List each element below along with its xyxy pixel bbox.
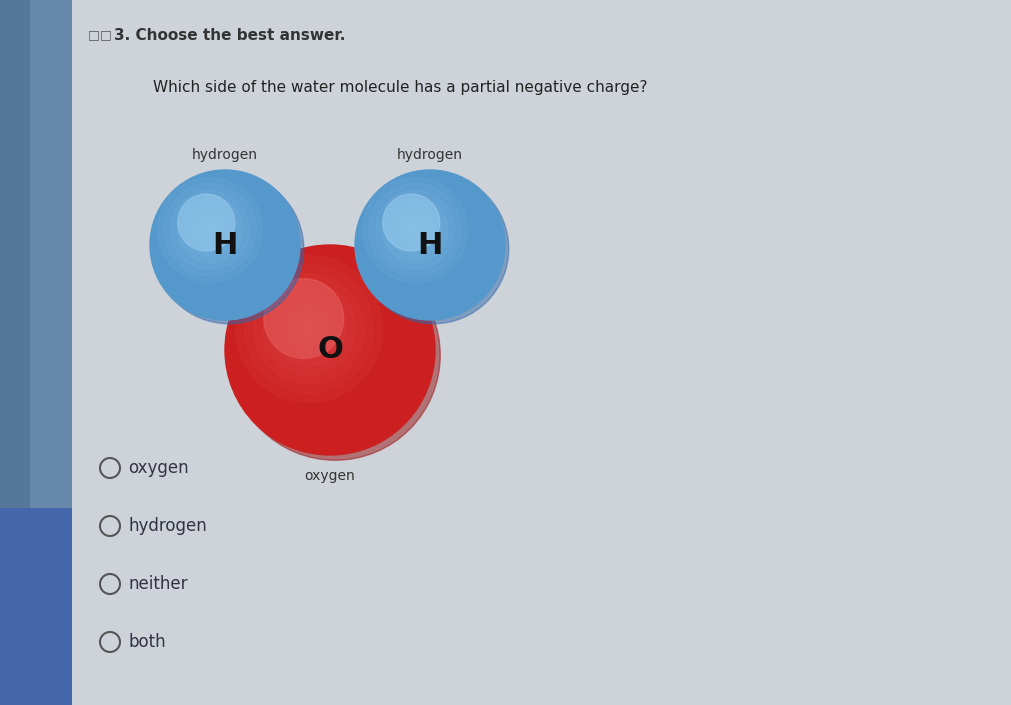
- Circle shape: [272, 293, 346, 366]
- Circle shape: [158, 178, 263, 283]
- Circle shape: [231, 250, 440, 460]
- Circle shape: [177, 197, 243, 263]
- Text: hydrogen: hydrogen: [192, 148, 258, 162]
- Circle shape: [150, 170, 300, 320]
- Text: O: O: [317, 336, 343, 364]
- Circle shape: [355, 170, 506, 320]
- Text: H: H: [418, 231, 443, 259]
- Text: oxygen: oxygen: [128, 459, 189, 477]
- Text: both: both: [128, 633, 166, 651]
- Text: Which side of the water molecule has a partial negative charge?: Which side of the water molecule has a p…: [153, 80, 647, 95]
- Circle shape: [263, 283, 355, 375]
- Circle shape: [408, 223, 422, 237]
- Circle shape: [236, 255, 382, 403]
- Circle shape: [164, 184, 256, 276]
- Text: □: □: [100, 28, 112, 41]
- Text: □: □: [88, 28, 100, 41]
- Text: 3. Choose the best answer.: 3. Choose the best answer.: [114, 28, 346, 43]
- Circle shape: [254, 274, 364, 384]
- Circle shape: [402, 217, 428, 243]
- Text: hydrogen: hydrogen: [128, 517, 207, 535]
- Circle shape: [184, 204, 237, 256]
- Bar: [0, 0, 30, 705]
- Circle shape: [363, 178, 467, 283]
- Circle shape: [225, 245, 435, 455]
- Text: hydrogen: hydrogen: [397, 148, 463, 162]
- Bar: [0, 508, 72, 705]
- Circle shape: [389, 204, 441, 256]
- Circle shape: [383, 194, 440, 251]
- Circle shape: [171, 190, 250, 269]
- Circle shape: [290, 311, 328, 348]
- Text: neither: neither: [128, 575, 187, 593]
- Circle shape: [203, 223, 216, 237]
- Circle shape: [376, 190, 454, 269]
- Circle shape: [264, 278, 344, 358]
- Circle shape: [395, 210, 435, 250]
- Text: oxygen: oxygen: [304, 469, 356, 483]
- Bar: [0, 0, 72, 705]
- Circle shape: [382, 197, 448, 263]
- Circle shape: [245, 264, 373, 393]
- Circle shape: [369, 184, 461, 276]
- Circle shape: [154, 173, 303, 324]
- Circle shape: [178, 194, 235, 251]
- Circle shape: [190, 210, 229, 250]
- Circle shape: [197, 217, 223, 243]
- Circle shape: [281, 302, 337, 357]
- Circle shape: [300, 320, 318, 338]
- Circle shape: [359, 173, 509, 324]
- Text: H: H: [212, 231, 238, 259]
